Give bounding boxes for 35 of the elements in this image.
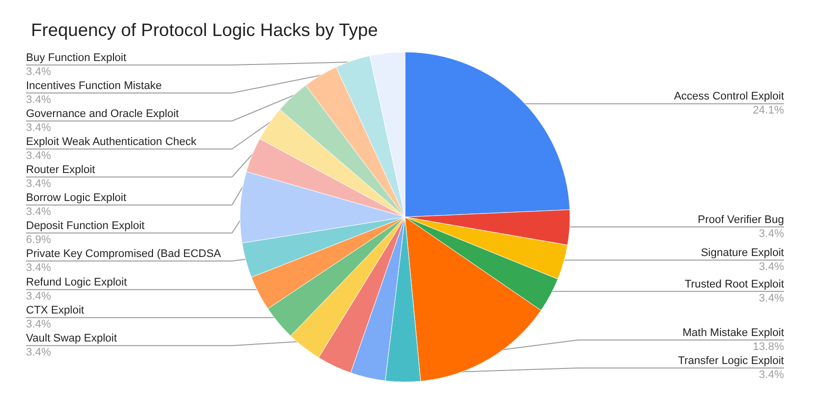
data-label: 3.4% [26,178,52,190]
slice-label: Deposit Function Exploit [26,220,145,232]
chart-title: Frequency of Protocol Logic Hacks by Type [31,20,378,40]
data-label: 3.4% [26,150,52,162]
data-label: 3.4% [26,346,52,359]
data-label: 3.4% [758,261,784,274]
data-label: 3.4% [758,228,784,240]
data-label: 24.1% [752,104,784,117]
slice-label: Buy Function Exploit [26,52,126,64]
data-label: 13.8% [752,341,784,353]
slice-label: Exploit Weak Authentication Check [26,136,197,148]
data-label: 3.4% [26,290,52,303]
data-label: 3.4% [26,318,52,331]
slice-label: CTX Exploit [26,304,84,317]
slice-label: Access Control Exploit [674,90,784,103]
slice-label: Math Mistake Exploit [682,327,784,339]
data-label: 6.9% [26,234,52,246]
data-label: 3.4% [26,66,52,78]
data-label: 3.4% [26,94,52,106]
slice-label: Borrow Logic Exploit [26,192,126,204]
slice-label: Router Exploit [26,164,96,176]
data-label: 3.4% [26,206,52,218]
slice-label: Incentives Function Mistake [26,80,162,92]
data-label: 3.4% [26,122,52,134]
slice-label: Transfer Logic Exploit [678,355,784,367]
slice-label: Private Key Compromised (Bad ECDSA [26,248,222,260]
slice-label: Vault Swap Exploit [26,332,117,345]
data-label: 3.4% [26,262,52,274]
data-label: 3.4% [758,292,784,304]
slice-label: Proof Verifier Bug [698,214,784,226]
data-label: 3.4% [758,369,784,381]
slice-label: Governance and Oracle Exploit [26,108,179,120]
slice-label: Trusted Root Exploit [684,278,784,290]
slice-label: Refund Logic Exploit [26,276,127,289]
slice-label: Signature Exploit [700,247,784,260]
